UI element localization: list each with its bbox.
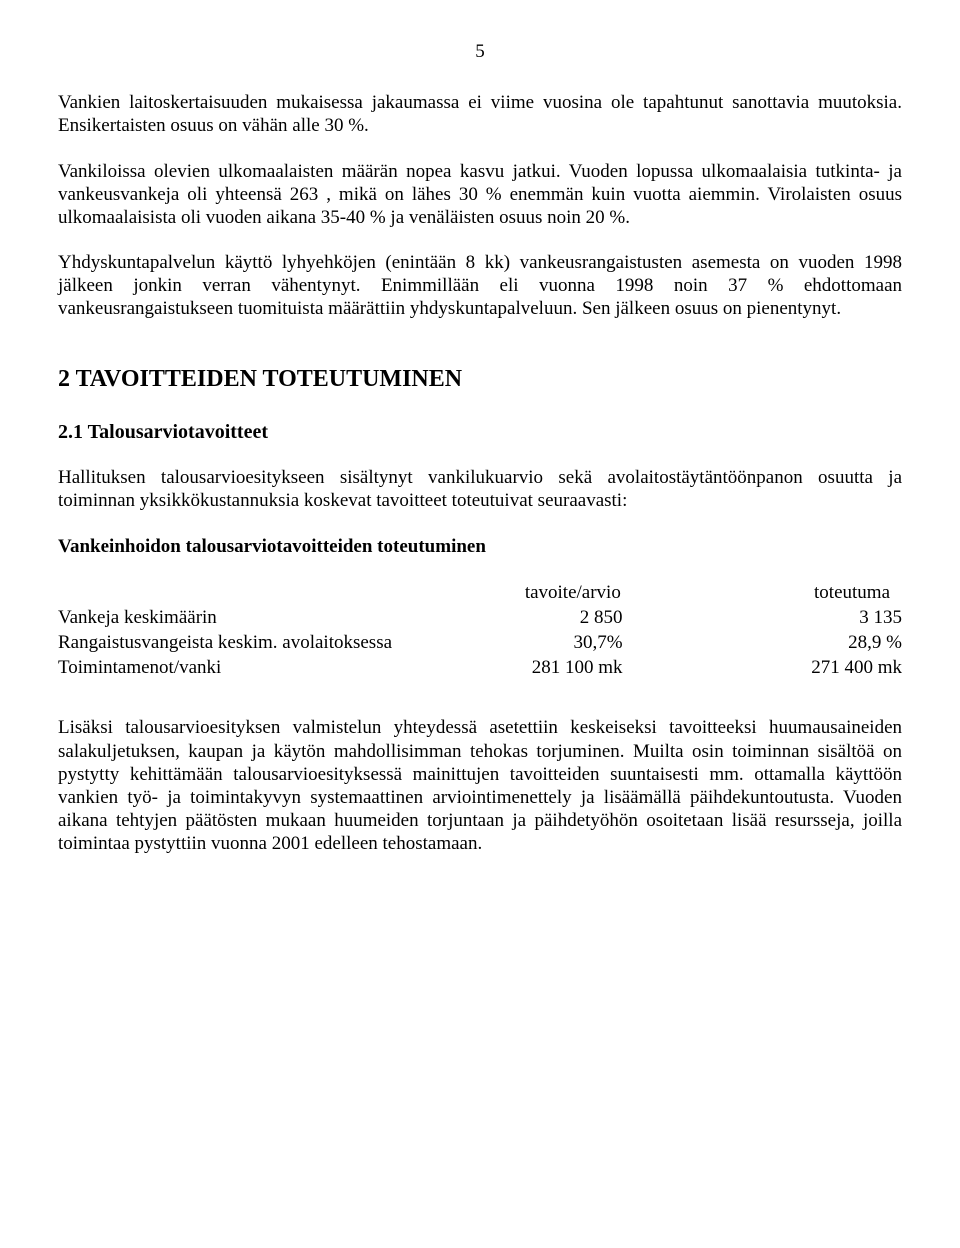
table-header-toteutuma: toteutuma <box>683 580 902 605</box>
table-row: Rangaistusvangeista keskim. avolaitokses… <box>58 630 902 655</box>
table-row: Toimintamenot/vanki 281 100 mk 271 400 m… <box>58 655 902 680</box>
table-cell-b: 3 135 <box>683 605 902 630</box>
paragraph-2: Vankiloissa olevien ulkomaalaisten määrä… <box>58 160 902 230</box>
paragraph-4: Hallituksen talousarvioesitykseen sisält… <box>58 466 902 512</box>
table-cell-label: Rangaistusvangeista keskim. avolaitokses… <box>58 630 463 655</box>
table-row: Vankeja keskimäärin 2 850 3 135 <box>58 605 902 630</box>
heading-level-3: 2.1 Talousarviotavoitteet <box>58 420 902 444</box>
paragraph-1: Vankien laitoskertaisuuden mukaisessa ja… <box>58 91 902 137</box>
table-header-empty <box>58 580 463 605</box>
table-cell-label: Toimintamenot/vanki <box>58 655 463 680</box>
table: tavoite/arvio toteutuma Vankeja keskimää… <box>58 580 902 681</box>
table-header-row: tavoite/arvio toteutuma <box>58 580 902 605</box>
table-cell-a: 30,7% <box>463 630 682 655</box>
budget-table: tavoite/arvio toteutuma Vankeja keskimää… <box>58 580 902 681</box>
table-cell-a: 281 100 mk <box>463 655 682 680</box>
paragraph-3: Yhdyskuntapalvelun käyttö lyhyehköjen (e… <box>58 251 902 321</box>
table-title: Vankeinhoidon talousarviotavoitteiden to… <box>58 535 902 558</box>
table-cell-b: 271 400 mk <box>683 655 902 680</box>
page-number: 5 <box>58 40 902 63</box>
table-cell-label: Vankeja keskimäärin <box>58 605 463 630</box>
table-header-tavoite: tavoite/arvio <box>463 580 682 605</box>
heading-level-2: 2 TAVOITTEIDEN TOTEUTUMINEN <box>58 365 902 394</box>
paragraph-5: Lisäksi talousarvioesityksen valmistelun… <box>58 716 902 855</box>
table-cell-a: 2 850 <box>463 605 682 630</box>
table-cell-b: 28,9 % <box>683 630 902 655</box>
